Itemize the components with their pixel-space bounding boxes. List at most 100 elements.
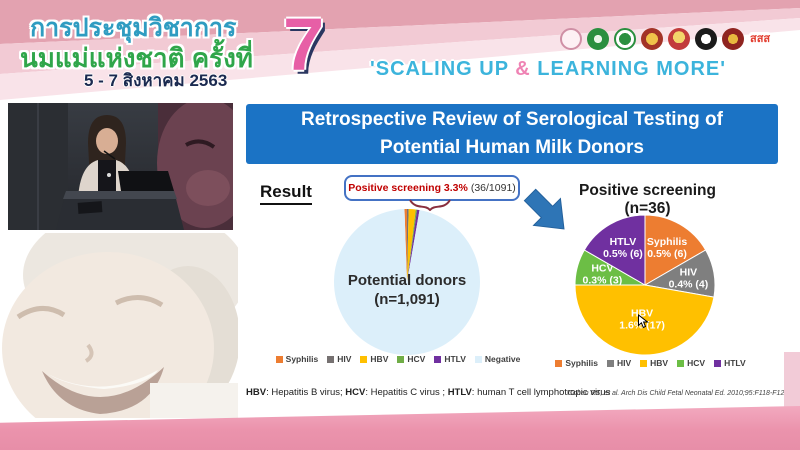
legend-swatch: [275, 355, 283, 363]
pie-slice-label: Syphilis 0.5% (6): [647, 236, 687, 260]
legend-label: HCV: [407, 354, 426, 364]
department-of-health-logo: [614, 28, 636, 50]
baby-shirt: [150, 383, 238, 418]
legend-item-hbv: HBV: [360, 354, 388, 364]
legend-item-hiv: HIV: [327, 354, 351, 364]
presentation-slide: Retrospective Review of Serological Test…: [238, 98, 791, 408]
legend-swatch: [434, 355, 442, 363]
slogan-ampersand: &: [515, 58, 531, 80]
right-edge-accent: [784, 352, 800, 412]
pie-slice-label: HCV 0.3% (3): [583, 263, 623, 287]
legend-item-hcv: HCV: [397, 354, 425, 364]
slogan-part2: LEARNING MORE': [530, 58, 727, 80]
reference-citation: Cohen RS, et al. Arch Dis Child Fetal Ne…: [568, 390, 791, 397]
positive-screening-title: Positive screening (n=36): [579, 182, 716, 217]
legend-swatch: [360, 355, 368, 363]
footnote-hcv-text: : Hepatitis C virus ;: [365, 387, 448, 398]
pie-slice-hcv: [407, 209, 418, 282]
conference-slogan: 'SCALING UP & LEARNING MORE': [300, 58, 796, 81]
legend-positive-screening: Syphilis HIV HBV HCV HTLV: [555, 358, 746, 368]
university-emblem-logo: [668, 28, 690, 50]
royal-college-logo: [641, 28, 663, 50]
legend-label: HTLV: [444, 354, 466, 364]
legend-label: HIV: [337, 354, 352, 364]
medical-council-logo: [695, 28, 717, 50]
presenter-scene: [8, 98, 253, 230]
legend-swatch: [606, 359, 614, 367]
baby-background-image: [0, 205, 247, 444]
donors-label-line2: (n=1,091): [374, 290, 440, 308]
callout-brace: [409, 199, 451, 211]
legend-swatch: [474, 355, 482, 363]
legend-item-htlv: HTLV: [714, 358, 746, 368]
podium: [56, 171, 184, 230]
donors-label-line1: Potential donors: [347, 272, 467, 289]
footnote-htlv-text: : human T cell lymphotropic virus: [471, 387, 611, 398]
legend-item-syphilis: Syphilis: [555, 358, 598, 368]
legend-item-hcv: HCV: [677, 358, 705, 368]
conference-subtitle-thai: นมแม่แห่งชาติ ครั้งที่: [20, 43, 253, 73]
conference-title-thai: การประชุมวิชาการ: [30, 14, 237, 42]
baby-teeth: [48, 370, 158, 389]
slide-title: Retrospective Review of Serological Test…: [246, 104, 778, 164]
thai-health-logo: สสส: [749, 31, 772, 47]
ministry-public-health-logo: [587, 28, 609, 50]
pie-slice-htlv: [583, 214, 646, 286]
presenter-video: [8, 98, 253, 230]
legend-item-hiv: HIV: [606, 358, 632, 368]
result-heading: Result: [260, 182, 312, 205]
screen-baby-image: [157, 98, 253, 230]
footnote-hbv-text: : Hepatitis B virus;: [266, 387, 346, 398]
abbreviation-footnote: HBV: Hepatitis B virus; HCV: Hepatitis C…: [246, 387, 610, 398]
baby-eye-right: [114, 295, 164, 308]
baby-illustration: [2, 205, 247, 444]
edition-number: 7: [283, 3, 325, 86]
conference-date-thai: 5 - 7 สิงหาคม 2563: [84, 71, 228, 90]
pie-slice-label: HTLV 0.5% (6): [603, 236, 643, 260]
slogan-part1: 'SCALING UP: [369, 58, 516, 80]
legend-item-syphilis: Syphilis: [275, 354, 319, 364]
pie-slice-hiv: [406, 209, 409, 282]
legend-swatch: [327, 355, 335, 363]
badge-detail: (36/1091): [470, 182, 516, 194]
legend-item-negative: Negative: [474, 354, 521, 364]
arrow-icon: [523, 188, 565, 230]
legend-item-hbv: HBV: [640, 358, 668, 368]
footnote-htlv-abbr: HTLV: [447, 387, 472, 398]
legend-label: Syphilis: [285, 354, 319, 364]
baby-nose: [84, 343, 94, 363]
legend-label: Syphilis: [565, 358, 598, 368]
legend-swatch: [677, 359, 685, 367]
pie-slice-label: HIV 0.4% (4): [669, 266, 709, 290]
pediatric-society-logo: [722, 28, 744, 50]
legend-label: HIV: [616, 358, 632, 368]
donors-center-label: Potential donors (n=1,091): [327, 272, 487, 310]
positive-screening-badge: Positive screening 3.3% (36/1091): [344, 175, 520, 201]
legend-label: HBV: [370, 354, 389, 364]
badge-highlight: Positive screening 3.3%: [348, 182, 468, 194]
pie-slice-htlv: [407, 209, 420, 282]
breastfeeding-foundation-logo: [560, 28, 582, 50]
baby-mouth: [42, 367, 164, 414]
legend-swatch: [640, 359, 648, 367]
footnote-hcv-abbr: HCV: [345, 387, 366, 398]
legend-label: HBV: [650, 358, 669, 368]
pie-slice-syphilis: [404, 209, 407, 282]
legend-item-htlv: HTLV: [434, 354, 466, 364]
pie-chart-positive-screening: Syphilis 0.5% (6)HIV 0.4% (4)HBV 1.6% (17)H…: [574, 214, 716, 356]
legend-potential-donors: Syphilis HIV HBV HCV HTLV Negative: [248, 354, 548, 364]
baby-eye-left: [16, 306, 66, 320]
pie-slice-syphilis: [644, 214, 707, 286]
legend-swatch: [714, 359, 722, 367]
legend-swatch: [397, 355, 405, 363]
legend-swatch: [555, 359, 563, 367]
laptop: [118, 171, 174, 191]
footnote-hbv-abbr: HBV: [246, 387, 267, 398]
legend-label: HCV: [687, 358, 706, 368]
pie-slice-negative: [334, 209, 480, 355]
legend-label: Negative: [484, 354, 521, 364]
mouse-cursor-icon: [638, 314, 649, 329]
pie-slice-hbv: [407, 209, 416, 282]
sponsor-logos-row: สสส: [560, 28, 772, 50]
